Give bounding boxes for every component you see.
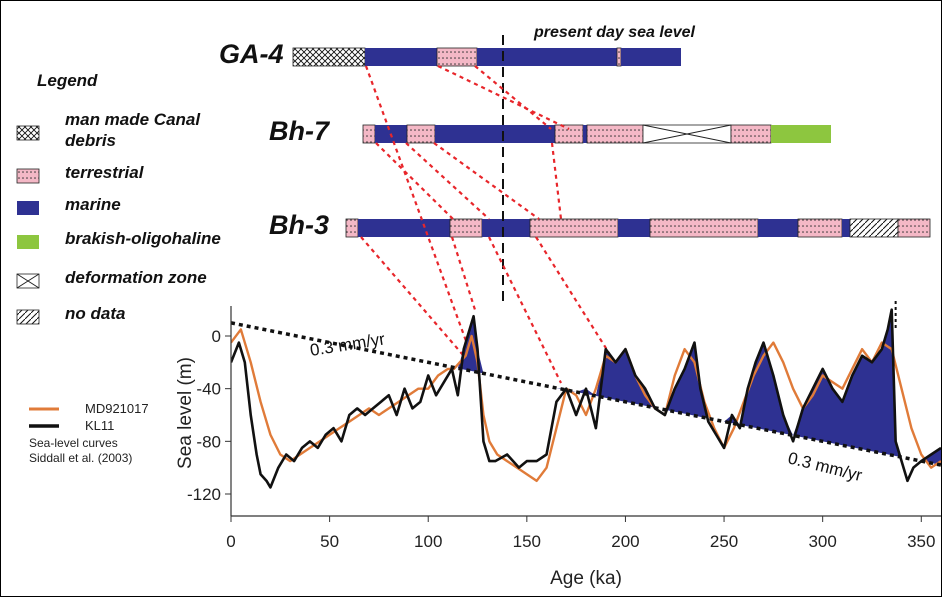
core-segment-deformation_hatch bbox=[292, 47, 366, 67]
rate-annotation-left: 0.3 mm/yr bbox=[309, 329, 387, 360]
legend-label-canal: man made Canal bbox=[65, 110, 201, 129]
legend-swatch-deformation-cross bbox=[16, 273, 40, 289]
core-segment-marine bbox=[482, 219, 530, 237]
core-bh-3: Bh-3 bbox=[269, 210, 931, 240]
core-segment-terrestrial bbox=[730, 124, 772, 144]
correlation-line bbox=[375, 142, 454, 220]
core-label: GA-4 bbox=[219, 39, 284, 69]
core-segment-terrestrial bbox=[436, 47, 478, 67]
core-segment-terrestrial bbox=[449, 218, 483, 238]
source-line-1: Sea-level curves bbox=[29, 436, 118, 450]
legend-label-no_data: no data bbox=[65, 304, 125, 323]
y-tick-label: -40 bbox=[196, 380, 221, 399]
correlation-lines bbox=[360, 65, 610, 384]
core-label: Bh-3 bbox=[269, 210, 329, 240]
core-segment-terrestrial bbox=[586, 124, 644, 144]
core-segment-marine bbox=[435, 125, 555, 143]
x-tick-label: 300 bbox=[808, 532, 836, 551]
x-tick-label: 250 bbox=[710, 532, 738, 551]
core-segment-marine bbox=[477, 48, 617, 66]
x-tick-label: 0 bbox=[226, 532, 235, 551]
correlation-line bbox=[450, 236, 478, 314]
present-day-label: present day sea level bbox=[533, 24, 696, 41]
legend-label-deformation: deformation zone bbox=[65, 268, 207, 287]
core-segment-terrestrial bbox=[897, 218, 931, 238]
legend-swatch-marine bbox=[17, 201, 39, 215]
core-segment-marine bbox=[618, 219, 650, 237]
core-segment-marine bbox=[358, 219, 450, 237]
y-tick-label: -120 bbox=[187, 485, 221, 504]
core-ga-4: GA-4 bbox=[219, 39, 681, 69]
legend-label-marine: marine bbox=[65, 195, 121, 214]
x-tick-label: 50 bbox=[320, 532, 339, 551]
core-segment-brackish bbox=[771, 125, 831, 143]
core-segment-terrestrial bbox=[529, 218, 619, 238]
x-tick-label: 200 bbox=[611, 532, 639, 551]
core-segment-marine bbox=[842, 219, 850, 237]
correlation-line bbox=[360, 236, 464, 356]
trend-line bbox=[231, 321, 941, 467]
core-segment-terrestrial bbox=[616, 47, 622, 67]
core-segment-terrestrial bbox=[649, 218, 759, 238]
core-segment-marine bbox=[583, 125, 587, 143]
core-segment-marine bbox=[621, 48, 681, 66]
core-bh-7: Bh-7 bbox=[269, 116, 831, 146]
legend-swatch-terrestrial bbox=[16, 168, 40, 184]
y-tick-label: 0 bbox=[212, 327, 221, 346]
legend-swatch-canal bbox=[16, 125, 40, 141]
legend-swatch-no_data bbox=[16, 309, 40, 325]
sea-level-plot: 0 50 100 150 200 250 300 350 0 -40 -80 -120 Age (ka)… bbox=[175, 301, 941, 589]
correlation-line bbox=[488, 236, 562, 384]
correlation-line bbox=[437, 65, 570, 130]
kl-legend-label: KL11 bbox=[85, 418, 114, 433]
curve-legend: MD921017 KL11 Sea-level curves Siddall e… bbox=[29, 401, 149, 465]
correlation-line bbox=[535, 236, 610, 354]
core-logs: GA-4 Bh-7 Bh-3 bbox=[219, 39, 931, 240]
legend-swatch-brackish bbox=[17, 235, 39, 249]
rate-annotation-right: 0.3 mm/yr bbox=[786, 448, 864, 485]
y-axis-title: Sea level (m) bbox=[175, 357, 196, 469]
y-tick-label: -80 bbox=[196, 432, 221, 451]
legend-label-canal: debris bbox=[65, 131, 116, 150]
x-tick-label: 150 bbox=[513, 532, 541, 551]
series-kl11 bbox=[231, 308, 941, 489]
legend-label-terrestrial: terrestrial bbox=[65, 163, 145, 182]
legend-label-brackish: brakish-oligohaline bbox=[65, 229, 221, 248]
correlation-line bbox=[474, 65, 552, 130]
core-segment-no_data bbox=[849, 218, 899, 238]
correlation-line bbox=[433, 142, 540, 220]
source-line-2: Siddall et al. (2003) bbox=[29, 451, 132, 465]
x-tick-label: 100 bbox=[414, 532, 442, 551]
core-segment-terrestrial bbox=[345, 218, 359, 238]
correlation-line bbox=[405, 142, 490, 220]
md-legend-label: MD921017 bbox=[85, 401, 149, 416]
core-segment-deformation-cross bbox=[642, 124, 732, 144]
core-segment-marine bbox=[365, 48, 437, 66]
x-tick-label: 350 bbox=[907, 532, 935, 551]
legend: Legend man made Canal debris terrestrial ma… bbox=[16, 71, 221, 325]
correlation-line bbox=[364, 65, 468, 342]
legend-title: Legend bbox=[37, 71, 98, 90]
x-axis-title: Age (ka) bbox=[550, 568, 622, 589]
core-segment-terrestrial bbox=[554, 124, 584, 144]
correlation-line bbox=[550, 142, 563, 220]
core-label: Bh-7 bbox=[269, 116, 331, 146]
core-segment-marine bbox=[758, 219, 798, 237]
core-segment-terrestrial bbox=[362, 124, 376, 144]
core-segment-terrestrial bbox=[406, 124, 436, 144]
core-segment-terrestrial bbox=[797, 218, 843, 238]
